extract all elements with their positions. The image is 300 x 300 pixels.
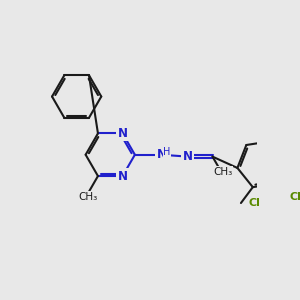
Text: CH₃: CH₃: [78, 192, 97, 202]
Text: Cl: Cl: [290, 192, 300, 202]
Text: N: N: [156, 148, 167, 161]
Text: N: N: [183, 150, 193, 163]
Text: Cl: Cl: [248, 198, 260, 208]
Text: N: N: [118, 127, 128, 140]
Text: N: N: [118, 169, 128, 182]
Text: CH₃: CH₃: [213, 167, 232, 177]
Text: H: H: [164, 147, 171, 157]
